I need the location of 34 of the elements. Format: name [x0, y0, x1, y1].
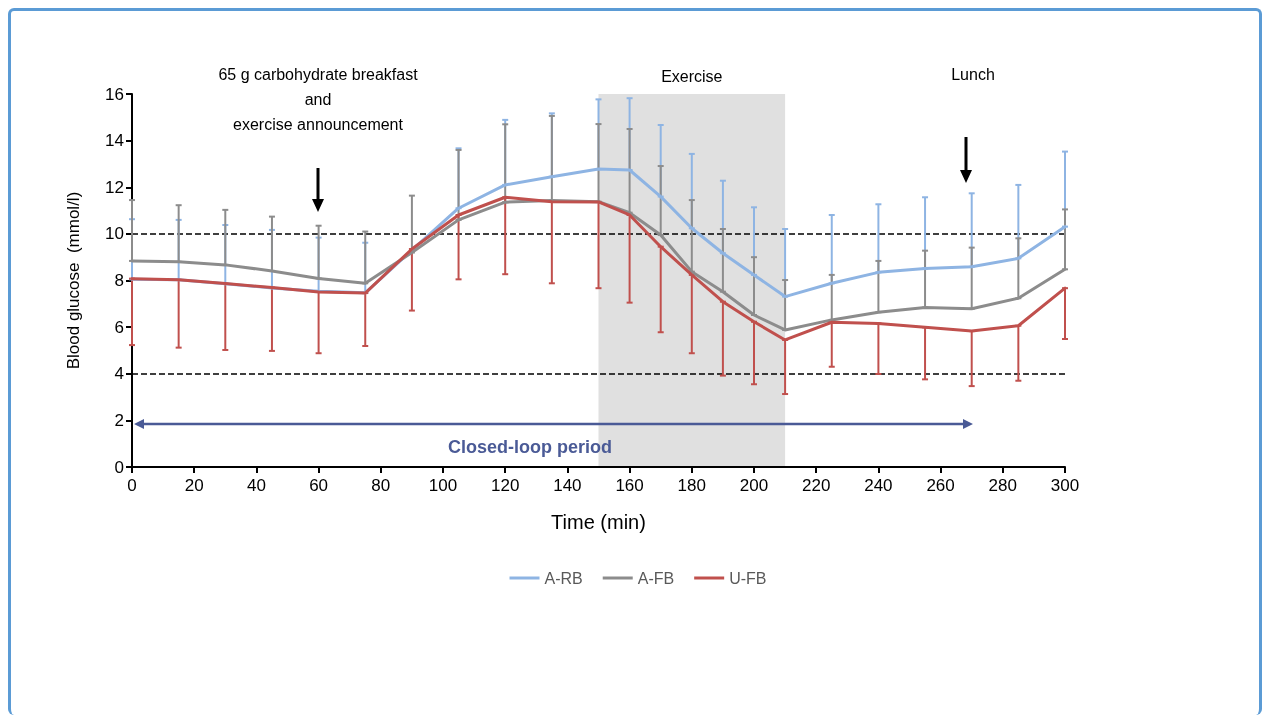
x-tick-label: 260: [926, 476, 955, 495]
x-tick-label: 160: [615, 476, 644, 495]
x-tick-label: 0: [127, 476, 137, 495]
x-tick-label: 100: [428, 476, 458, 495]
x-tick-label: 180: [677, 476, 706, 495]
legend-label: A-FB: [637, 569, 675, 587]
annotation: Closed-loop period: [448, 436, 612, 457]
x-tick-label: 200: [739, 476, 769, 495]
x-tick-label: 120: [491, 476, 520, 495]
y-tick-label: 0: [114, 457, 124, 477]
x-tick-label: 140: [553, 476, 582, 495]
y-tick-label: 6: [114, 317, 124, 337]
x-tick-label: 300: [1050, 476, 1080, 495]
legend-label: U-FB: [729, 569, 767, 587]
x-tick-label: 40: [246, 476, 266, 495]
y-tick-label: 2: [114, 410, 124, 430]
x-axis-title: Time (min): [551, 511, 646, 533]
y-tick-label: 4: [114, 364, 124, 384]
x-tick-label: 280: [988, 476, 1017, 495]
y-axis-title: Blood glucose (mmol/l): [64, 191, 83, 370]
x-tick-label: 80: [371, 476, 391, 495]
y-tick-label: 12: [105, 177, 124, 197]
annotation: 65 g carbohydrate breakfast and exercise announcement: [218, 66, 419, 133]
y-tick-label: 10: [105, 224, 124, 244]
y-tick-label: 16: [105, 84, 124, 104]
text: Lunch: [951, 66, 995, 83]
x-tick-label: 220: [802, 476, 831, 495]
band-label: Exercise: [661, 67, 723, 85]
y-tick-label: 8: [114, 271, 124, 290]
x-tick-label: 240: [864, 476, 893, 495]
x-tick-label: 60: [309, 476, 329, 495]
legend-label: A-RB: [544, 569, 583, 587]
y-tick-label: 14: [105, 131, 124, 151]
x-tick-label: 20: [184, 476, 204, 495]
